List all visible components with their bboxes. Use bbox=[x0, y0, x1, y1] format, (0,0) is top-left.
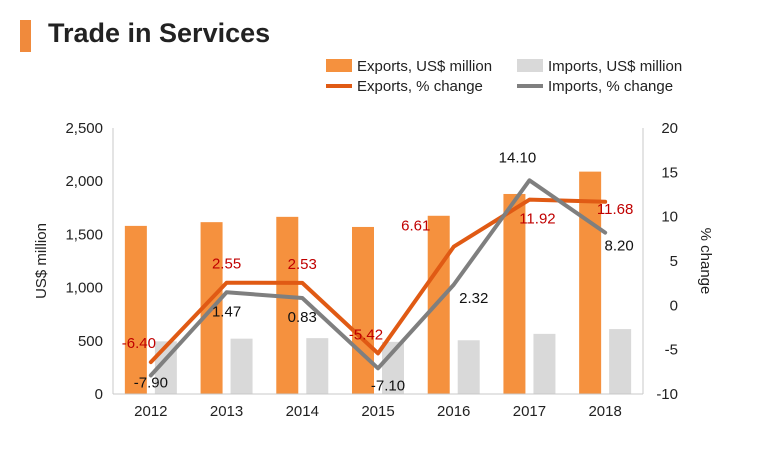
legend-exports-bar-swatch bbox=[326, 59, 352, 72]
imports-change-label-2016: 2.32 bbox=[459, 290, 488, 307]
y-tick-label: 500 bbox=[78, 333, 103, 350]
imports-change-label-2014: 0.83 bbox=[288, 309, 317, 326]
y2-tick-label: 0 bbox=[670, 297, 678, 314]
exports-change-line bbox=[148, 197, 608, 365]
y2-tick-label: 10 bbox=[661, 209, 678, 226]
exports-bar-2014 bbox=[276, 216, 299, 394]
y2-tick-label: -10 bbox=[656, 386, 678, 403]
exports-change-label-2016: 6.61 bbox=[401, 218, 430, 235]
exports-change-label-2012: -6.40 bbox=[122, 335, 156, 352]
imports-change-label-2013: 1.47 bbox=[212, 303, 241, 320]
legend-imports-bar-swatch bbox=[517, 59, 543, 72]
y-tick-label: 1,000 bbox=[65, 280, 103, 297]
exports-bar-2016 bbox=[427, 215, 450, 394]
imports-bar-2017 bbox=[533, 333, 556, 394]
y2-tick-label: 15 bbox=[661, 164, 678, 181]
y-tick-label: 2,500 bbox=[65, 120, 103, 137]
imports-change-label-2015: -7.10 bbox=[371, 377, 405, 394]
legend-exports-line-label: Exports, % change bbox=[357, 78, 483, 95]
exports-bar-2017 bbox=[503, 193, 526, 394]
chart-title: Trade in Services bbox=[48, 18, 271, 48]
x-tick-label: 2018 bbox=[588, 403, 621, 420]
x-tick-label: 2016 bbox=[437, 403, 470, 420]
x-tick-label: 2017 bbox=[513, 403, 546, 420]
exports-change-label-2013: 2.55 bbox=[212, 256, 241, 273]
imports-change-label-2017: 14.10 bbox=[499, 149, 537, 166]
y2-tick-label: -5 bbox=[665, 342, 678, 359]
exports-change-label-2018: 11.68 bbox=[597, 201, 633, 218]
y-axis-title: US$ million bbox=[33, 223, 50, 299]
imports-change-label-2018: 8.20 bbox=[605, 238, 634, 255]
imports-change-line bbox=[148, 178, 608, 378]
exports-bar-2015 bbox=[352, 226, 374, 394]
legend-imports-bar-label: Imports, US$ million bbox=[548, 58, 682, 75]
x-tick-label: 2013 bbox=[210, 403, 243, 420]
title-accent-bar bbox=[20, 20, 31, 52]
y-tick-label: 2,000 bbox=[65, 173, 103, 190]
x-tick-label: 2014 bbox=[286, 403, 319, 420]
imports-bar-2018 bbox=[609, 329, 632, 394]
imports-bar-2016 bbox=[457, 340, 480, 394]
x-tick-label: 2012 bbox=[134, 403, 167, 420]
y2-tick-label: 20 bbox=[661, 120, 678, 137]
imports-change-label-2012: -7.90 bbox=[134, 374, 168, 391]
y-tick-label: 1,500 bbox=[65, 226, 103, 243]
y2-tick-label: 5 bbox=[670, 253, 678, 270]
legend-exports-bar-label: Exports, US$ million bbox=[357, 58, 492, 75]
y2-axis-title: % change bbox=[697, 228, 714, 295]
y-tick-label: 0 bbox=[95, 386, 103, 403]
exports-change-label-2015: -5.42 bbox=[349, 326, 383, 343]
exports-change-label-2017: 11.92 bbox=[519, 211, 555, 228]
exports-change-label-2014: 2.53 bbox=[288, 256, 317, 273]
legend-imports-line-label: Imports, % change bbox=[548, 78, 673, 95]
imports-bar-2014 bbox=[306, 338, 329, 394]
imports-bar-2013 bbox=[230, 338, 253, 394]
x-tick-label: 2015 bbox=[361, 403, 394, 420]
exports-bar-2012 bbox=[124, 225, 147, 394]
